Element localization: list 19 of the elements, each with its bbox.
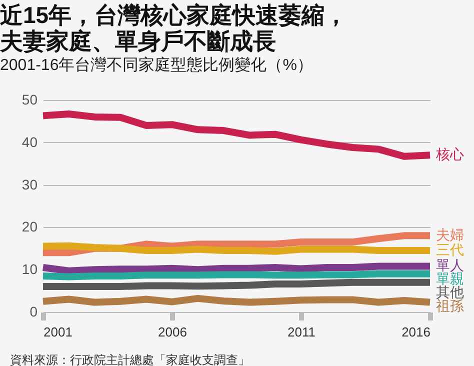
x-tick-label: 2006 [158,324,187,340]
y-tick-label: 50 [22,92,38,108]
x-tick-label: 2011 [288,324,316,340]
chart-subtitle: 2001-16年台灣不同家庭型態比例變化（%） [0,56,313,74]
y-tick-label: 30 [22,176,38,192]
x-tick-label: 2016 [402,324,430,340]
series-label: 其他 [436,284,464,300]
source-note: 資料來源：行政院主計總處「家庭收支調查」 [10,353,250,366]
y-tick-label: 20 [22,218,38,235]
series-label: 單人 [436,257,464,274]
y-tick-label: 10 [22,261,38,278]
series-label: 核心 [435,146,464,162]
y-tick-label: 40 [22,134,38,150]
series-label: 祖孫 [436,298,464,314]
series-label: 夫婦 [436,226,464,243]
series-label: 單親 [436,270,464,287]
y-tick-label: 0 [30,304,38,320]
series-label: 三代 [436,242,464,258]
x-tick-label: 2001 [44,324,72,340]
